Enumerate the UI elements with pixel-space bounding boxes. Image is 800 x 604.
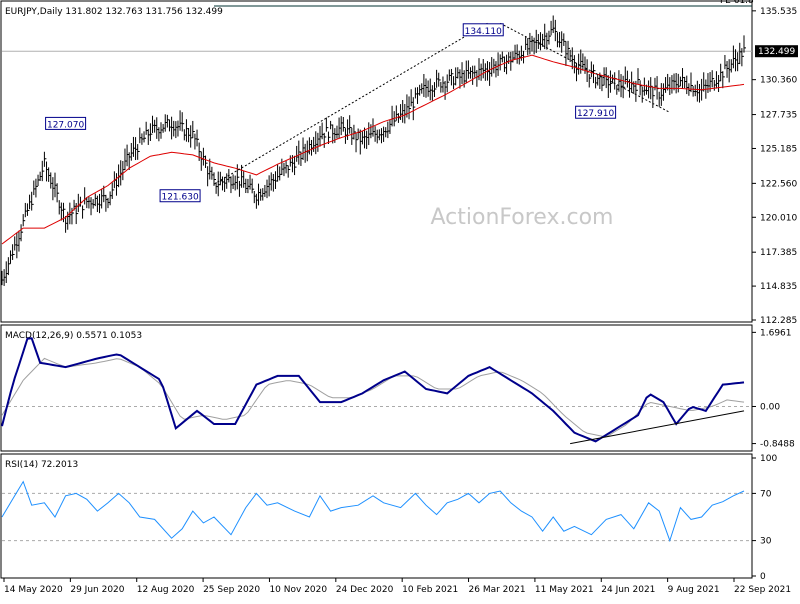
price-y-tick-label: 125.185 <box>760 144 797 154</box>
x-tick-label: 26 Mar 2021 <box>469 585 526 595</box>
current-price-badge <box>755 45 798 58</box>
macd-line <box>1 337 745 443</box>
grid-lines <box>2 5 752 52</box>
x-tick-label: 11 May 2021 <box>535 585 594 595</box>
price-label-127-070: 127.070 <box>47 120 84 130</box>
macd-panel-title: MACD(12,26,9) 0.5571 0.1053 <box>5 331 142 341</box>
fe-61-8-label: FE 61.8 <box>720 0 754 6</box>
price-label-box <box>462 23 504 37</box>
price-y-tick-label: 130.360 <box>760 76 797 86</box>
moving-average-layer <box>1 54 745 245</box>
x-tick-label: 25 Sep 2020 <box>203 585 260 595</box>
price-label-121-630: 121.630 <box>161 193 198 203</box>
x-tick-label: 24 Dec 2020 <box>336 585 394 595</box>
x-tick-label: 10 Nov 2020 <box>269 585 327 595</box>
x-tick-label: 9 Aug 2021 <box>668 585 720 595</box>
macd-support-line <box>570 410 745 445</box>
x-tick-label: 12 Aug 2020 <box>137 585 195 595</box>
rsi-y-tick-label: 30 <box>760 537 772 547</box>
price-y-tick-label: 135.535 <box>760 7 797 17</box>
macd-y-tick-label: 0.00 <box>760 402 780 412</box>
moving-average-line <box>1 54 745 245</box>
rsi-panel-title: RSI(14) 72.2013 <box>5 460 78 470</box>
current-price-label: 132.499 <box>758 47 795 57</box>
macd-y-tick-label: -0.8488 <box>760 440 795 450</box>
macd-y-tick-label: 1.6961 <box>760 328 792 338</box>
rsi-lines <box>1 480 752 543</box>
price-label-127-910: 127.910 <box>577 109 614 119</box>
price-y-tick-label: 120.010 <box>760 213 797 223</box>
x-tick-label: 10 Feb 2021 <box>402 585 458 595</box>
macd-lines <box>1 337 752 445</box>
watermark: ActionForex.com <box>431 205 614 230</box>
x-tick-label: 14 May 2020 <box>4 585 63 595</box>
price-y-tick-label: 114.835 <box>760 282 797 292</box>
price-y-tick-label: 112.285 <box>760 316 797 326</box>
rising-trendline <box>213 22 488 185</box>
price-label-box <box>45 116 87 130</box>
x-tick-label: 22 Sep 2021 <box>734 585 791 595</box>
price-label-134-110: 134.110 <box>465 27 502 37</box>
axis-labels: 135.535 130.360 127.735 125.185 122.560 120.0… <box>3 7 798 595</box>
macd-panel-frame <box>0 324 753 452</box>
x-tick-label: 29 Jun 2020 <box>70 585 124 595</box>
x-tick-label: 24 Jun 2021 <box>601 585 655 595</box>
rsi-y-tick-label: 100 <box>760 454 777 464</box>
price-chart-title: EURJPY,Daily 131.802 132.763 131.756 132… <box>5 7 223 17</box>
rsi-line <box>1 480 745 543</box>
price-y-tick-label: 122.560 <box>760 179 797 189</box>
price-bars <box>1 15 746 286</box>
price-y-tick-label: 127.735 <box>760 111 797 121</box>
rsi-panel-frame <box>0 453 753 579</box>
price-label-box <box>575 105 617 119</box>
rsi-y-tick-label: 70 <box>760 489 772 499</box>
macd-signal-line <box>1 357 745 438</box>
rsi-y-tick-label: 0 <box>760 572 766 582</box>
annotations: 127.070 121.630 134.110 127.910 FE 61.8 <box>45 0 754 203</box>
price-panel-frame <box>0 0 753 323</box>
price-y-tick-label: 117.385 <box>760 248 797 258</box>
price-label-box <box>159 189 201 203</box>
